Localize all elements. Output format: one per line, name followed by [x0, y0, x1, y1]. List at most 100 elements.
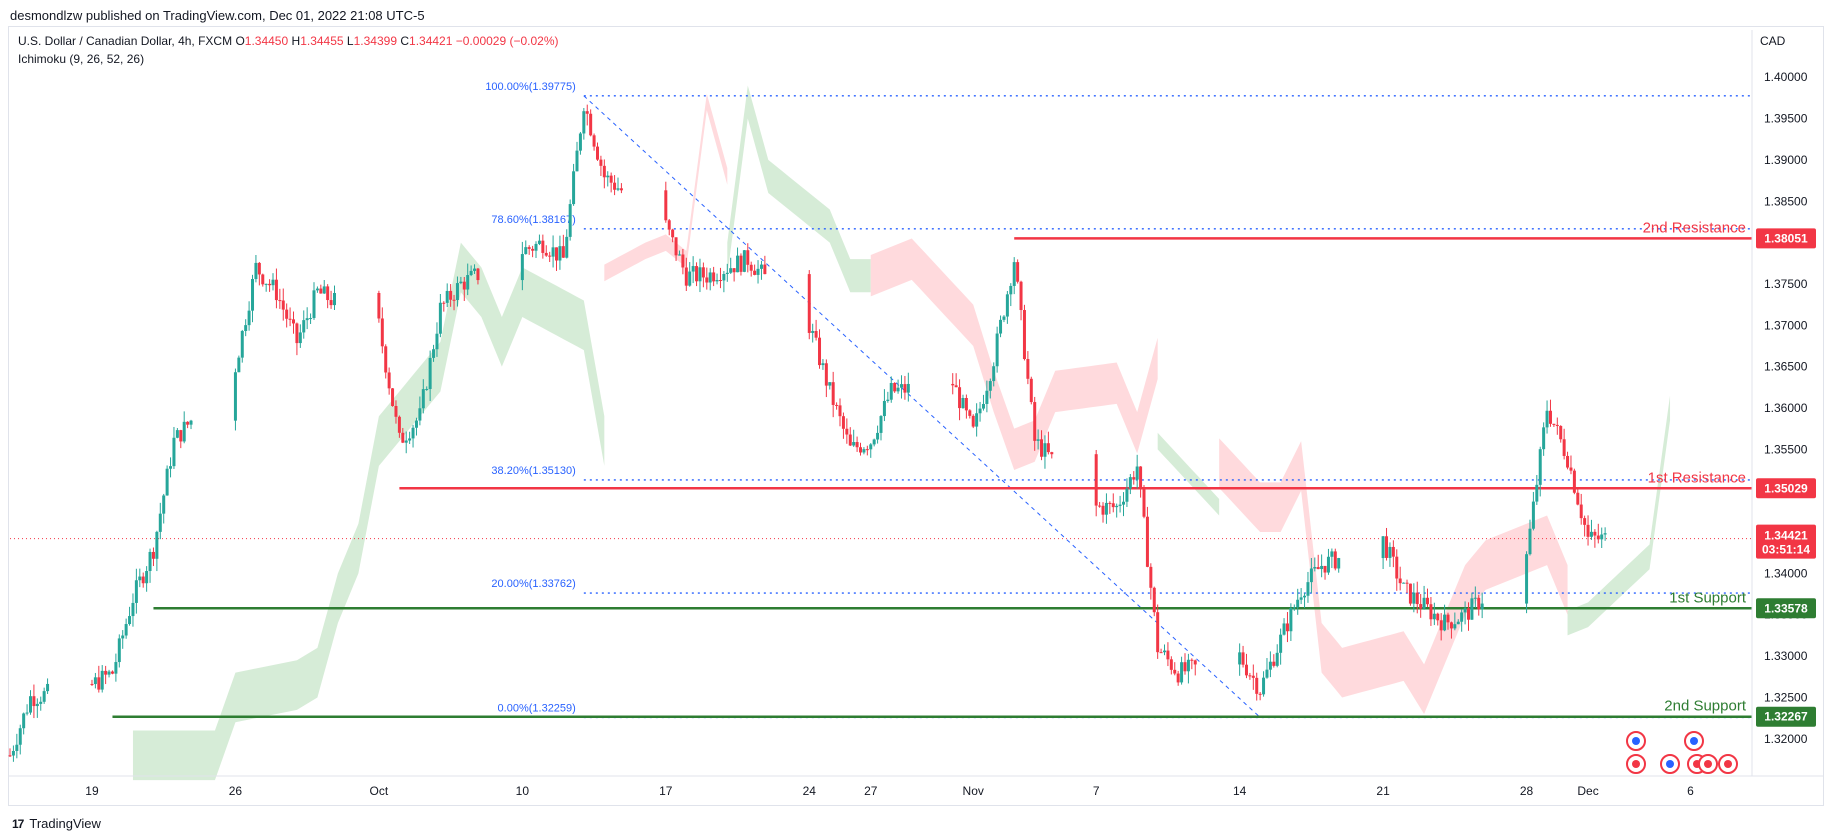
candle-body: [599, 159, 603, 166]
candle-body: [544, 252, 548, 256]
candle-body: [1173, 669, 1177, 674]
candle-body: [838, 405, 842, 417]
candle-body: [309, 318, 313, 320]
candle-body: [1248, 675, 1252, 677]
candle-body: [1337, 558, 1341, 569]
publisher-line: desmondlzw published on TradingView.com,…: [10, 8, 425, 23]
candle-body: [1268, 661, 1272, 670]
candle-body: [725, 272, 729, 275]
symbol-title[interactable]: U.S. Dollar / Canadian Dollar, 4h, FXCM: [18, 34, 233, 48]
candle-body: [1152, 587, 1156, 613]
y-tick-label: 1.34000: [1764, 566, 1808, 580]
y-tick-label: 1.38500: [1764, 194, 1808, 208]
candle-body: [281, 300, 285, 310]
candle-body: [1333, 551, 1337, 569]
candle-body: [1525, 554, 1529, 604]
candle-body: [421, 389, 425, 409]
candle-body: [732, 268, 736, 273]
change-value: −0.00029 (−0.02%): [455, 34, 559, 48]
candle-body: [141, 576, 145, 584]
cloud-segment: [727, 85, 871, 293]
high-label: H: [291, 34, 301, 48]
candle-body: [322, 286, 326, 294]
candle-body: [848, 434, 852, 446]
candle-body: [261, 274, 265, 285]
y-tick-label: 1.36500: [1764, 360, 1808, 374]
candle-body: [1405, 582, 1409, 584]
candle-body: [1156, 612, 1160, 653]
candle-body: [592, 135, 596, 147]
flag-icon: [1724, 760, 1732, 768]
candle-body: [1169, 659, 1173, 670]
candle-body: [1306, 582, 1310, 596]
candle-body: [1566, 455, 1570, 468]
candle-body: [879, 416, 883, 433]
candle-body: [568, 204, 572, 237]
candle-body: [992, 366, 996, 382]
candle-body: [292, 319, 296, 324]
y-tick-label: 1.35500: [1764, 442, 1808, 456]
candle-body: [1593, 531, 1597, 536]
candle-body: [329, 300, 333, 306]
candle-body: [25, 712, 29, 714]
candle-body: [1326, 556, 1330, 573]
candle-body: [1415, 592, 1419, 605]
candle-body: [107, 671, 111, 675]
candle-body: [1101, 505, 1105, 515]
candle-body: [1186, 659, 1190, 672]
level-price-badge-label: 1.35029: [1764, 481, 1808, 495]
candle-body: [595, 146, 599, 160]
candle-body: [312, 290, 316, 319]
candle-body: [182, 421, 186, 442]
candle-body: [11, 750, 15, 756]
candle-body: [859, 447, 863, 453]
candle-body: [756, 268, 760, 275]
candle-body: [1190, 659, 1194, 661]
candle-body: [1538, 449, 1542, 485]
candle-body: [435, 333, 439, 350]
candle-body: [708, 272, 712, 283]
candle-body: [1265, 669, 1269, 678]
candle-body: [384, 346, 388, 373]
candle-body: [578, 133, 582, 151]
candle-body: [104, 670, 108, 675]
symbol-legend: U.S. Dollar / Canadian Dollar, 4h, FXCM …: [18, 34, 559, 48]
candle-body: [674, 237, 678, 256]
candle-body: [551, 247, 555, 257]
candle-body: [121, 635, 125, 639]
candle-body: [1316, 567, 1320, 570]
candle-body: [961, 398, 965, 409]
candle-body: [175, 430, 179, 438]
candle-body: [148, 551, 152, 572]
candle-body: [520, 254, 524, 281]
candle-body: [1275, 652, 1279, 666]
candle-body: [285, 309, 289, 319]
candle-body: [1456, 621, 1460, 625]
y-tick-label: 1.39000: [1764, 153, 1808, 167]
candle-body: [1285, 623, 1289, 632]
x-tick-label: 27: [864, 784, 878, 798]
candle-body: [114, 662, 118, 674]
flag-icon: [1632, 760, 1640, 768]
indicator-legend[interactable]: Ichimoku (9, 26, 52, 26): [18, 52, 145, 66]
candle-body: [1012, 262, 1016, 286]
candle-body: [971, 415, 975, 427]
candle-body: [1176, 673, 1180, 683]
candle-body: [763, 264, 767, 275]
candle-body: [1426, 597, 1430, 605]
candle-body: [958, 387, 962, 409]
candle-body: [425, 388, 429, 390]
candle-body: [886, 399, 890, 401]
fib-level-label: 0.00%(1.32259): [498, 702, 576, 714]
candle-body: [701, 267, 705, 278]
tradingview-footer[interactable]: 17 TradingView: [12, 816, 101, 831]
candle-body: [609, 175, 613, 183]
candle-body: [326, 286, 330, 301]
candle-body: [1050, 452, 1054, 455]
candle-body: [295, 323, 299, 344]
candle-body: [408, 438, 412, 441]
candle-body: [855, 442, 859, 448]
level-price-badge: [1756, 598, 1816, 619]
fib-level-label: 100.00%(1.39775): [485, 81, 576, 93]
